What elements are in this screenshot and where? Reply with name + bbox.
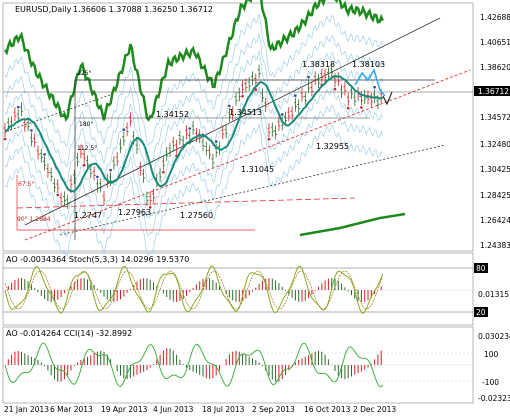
h-red — [16, 197, 356, 209]
cci-label: AO -0.014264 CCI(14) -32.8992 — [6, 329, 132, 338]
fractal-dot — [16, 105, 20, 109]
price-tick: 1.24383 — [480, 241, 510, 250]
stoch-label: AO -0.0034364 Stoch(5,3,3) 14.0296 19.53… — [6, 255, 189, 264]
moving-average — [4, 75, 383, 193]
time-tick: 21 Jan 2013 — [4, 405, 49, 414]
cci-neg100: -100 — [482, 378, 499, 387]
band-line — [4, 13, 384, 148]
channel-upper — [24, 17, 441, 226]
fractal-dot — [122, 128, 126, 131]
price-tick: 1.32480 — [480, 140, 510, 149]
level-label: 1.2747 — [74, 211, 102, 220]
fractal-dot — [162, 170, 165, 174]
fractal-dot — [56, 193, 60, 197]
stoch-signal — [4, 270, 384, 310]
level-label: 1.38318 — [302, 60, 335, 69]
fractal-dot — [294, 94, 297, 97]
fractal-dot — [254, 88, 258, 91]
time-tick: 16 Oct 2013 — [304, 405, 351, 414]
level-label: 1.27963 — [118, 208, 151, 217]
price-tick: 1.38620 — [480, 63, 510, 72]
fractal-dot — [109, 168, 112, 172]
price-tick: 1.34572 — [480, 113, 510, 122]
time-tick: 18 Jul 2013 — [202, 405, 245, 414]
time-tick: 6 Mar 2013 — [50, 405, 93, 414]
fractal-dot — [267, 137, 271, 141]
price-tick: 1.26424 — [480, 216, 510, 225]
fractal-dot — [373, 85, 376, 89]
time-tick: 2 Dec 2013 — [353, 405, 396, 414]
fractal-dot — [3, 137, 7, 141]
fractal-dot — [228, 104, 231, 108]
arrow-v — [382, 91, 393, 106]
fractal-dot — [148, 206, 152, 209]
price-axis: 1.42688 1.40651 1.38620 1.36712 1.34572 … — [474, 13, 510, 250]
dotted-line — [59, 144, 446, 236]
fractal-dot — [30, 129, 33, 132]
time-tick: 19 Apr 2013 — [101, 405, 148, 414]
current-price: 1.36712 — [478, 87, 509, 96]
cci-area — [3, 342, 473, 388]
fractal-dot — [43, 153, 46, 156]
stoch-20-box — [474, 307, 488, 317]
cci-100: 100 — [484, 350, 499, 359]
gann-label: 67.5° — [18, 181, 34, 188]
price-tick: 1.40651 — [480, 38, 510, 47]
price-tick: 1.28425 — [480, 191, 510, 200]
fractal-dot — [333, 87, 337, 91]
level-label: 1.31045 — [241, 165, 274, 174]
level-label: 1.34513 — [229, 108, 262, 117]
fractal-dot — [188, 127, 192, 130]
fractal-dot — [346, 106, 350, 110]
band-line — [4, 123, 384, 258]
fractal-dot — [241, 94, 244, 98]
stoch-right-val: 0.013157 — [478, 290, 510, 299]
time-axis: 21 Jan 2013 6 Mar 2013 19 Apr 2013 4 Jun… — [4, 405, 396, 414]
stoch-20: 20 — [476, 308, 486, 317]
cci-top: 0.030234 — [478, 332, 510, 341]
fractal-dot — [280, 113, 284, 116]
cci-line — [4, 342, 384, 388]
dotted-line — [9, 94, 111, 131]
level-label: 1.38103 — [352, 60, 385, 69]
price-tick: 1.30425 — [480, 165, 510, 174]
band-line — [4, 33, 384, 168]
gann-label: 180° — [79, 121, 93, 128]
level-label: 1.34152 — [156, 110, 189, 119]
fractal-dot — [82, 163, 86, 167]
price-area — [3, 0, 473, 258]
stoch-panel — [2, 252, 474, 326]
trend-red-dashed — [24, 69, 471, 241]
band-line — [4, 86, 384, 221]
time-tick: 4 Jun 2013 — [153, 405, 194, 414]
band-line — [4, 50, 384, 185]
gann-label: 112.5° — [77, 145, 97, 152]
upper-envelope — [3, 0, 384, 123]
chart-title: EURUSD,Daily — [15, 5, 72, 14]
forecast-path — [354, 68, 386, 97]
fractal-dot — [214, 140, 218, 143]
main-panel — [2, 2, 474, 252]
stoch-80-box — [474, 263, 488, 273]
lower-envelope — [299, 212, 406, 237]
cci-bottom: -0.023234 — [478, 394, 510, 403]
level-label: 1.32955 — [316, 142, 349, 151]
stoch-80: 80 — [476, 264, 486, 273]
gann-label: 90° 1.2884 — [17, 216, 51, 223]
fractal-dot — [307, 75, 310, 79]
fractal-dot — [96, 175, 99, 179]
ohlc-values: 1.36606 1.37088 1.36250 1.36712 — [73, 5, 213, 14]
fractal-dot — [360, 106, 363, 109]
band-line — [4, 103, 384, 238]
price-tick: 1.42688 — [480, 13, 510, 22]
current-price-box — [474, 86, 510, 96]
time-tick: 2 Sep 2013 — [252, 405, 295, 414]
stoch-area — [3, 265, 473, 315]
level-label: 1.27560 — [180, 211, 213, 220]
gann-label: 225° — [77, 70, 91, 77]
